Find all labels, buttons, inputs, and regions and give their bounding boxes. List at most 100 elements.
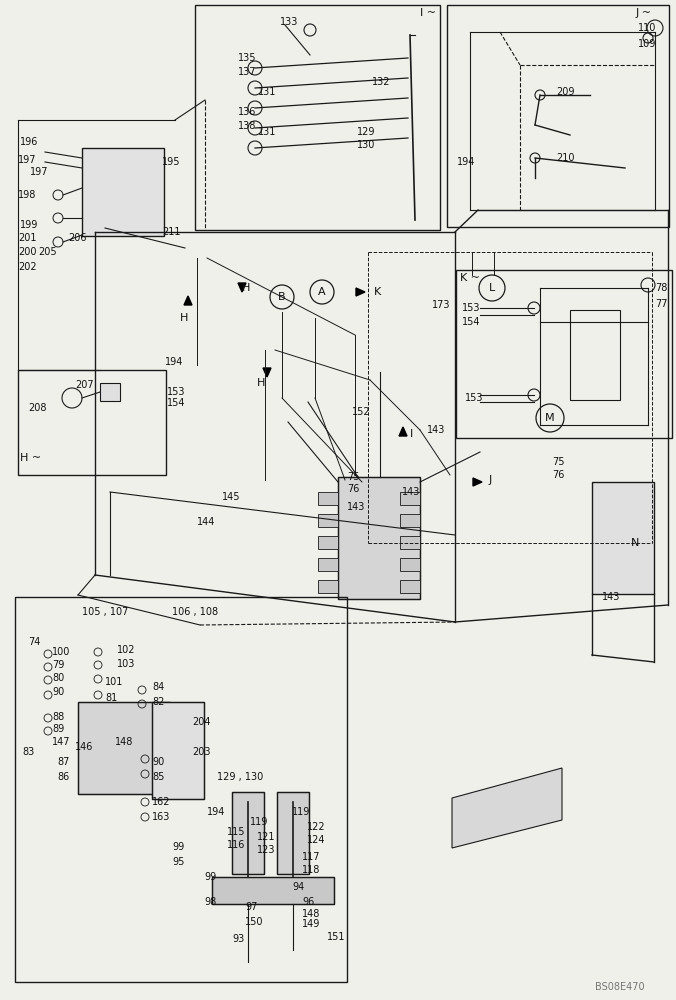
Bar	[570, 310, 620, 400]
Text: 130: 130	[357, 140, 375, 150]
Text: 90: 90	[52, 687, 64, 697]
Text: 153: 153	[167, 387, 185, 397]
Text: A: A	[318, 287, 326, 297]
Text: 163: 163	[152, 812, 170, 822]
Text: 88: 88	[52, 712, 64, 722]
Bar	[78, 702, 170, 794]
Text: K: K	[374, 287, 381, 297]
Text: 101: 101	[105, 677, 124, 687]
Text: 143: 143	[602, 592, 621, 602]
Text: 137: 137	[238, 67, 256, 77]
Text: 147: 147	[52, 737, 70, 747]
Bar	[82, 148, 164, 236]
Text: L: L	[489, 283, 495, 293]
Bar	[338, 477, 420, 599]
Text: 87: 87	[57, 757, 70, 767]
Text: 82: 82	[152, 697, 164, 707]
Text: 207: 207	[75, 380, 93, 390]
Text: K ~: K ~	[460, 273, 480, 283]
Text: 136: 136	[238, 107, 256, 117]
Text: H: H	[242, 283, 250, 293]
Text: 199: 199	[20, 220, 39, 230]
Text: 162: 162	[152, 797, 170, 807]
Text: 194: 194	[207, 807, 225, 817]
Text: 135: 135	[238, 53, 256, 63]
Bar	[318, 580, 338, 593]
Text: 131: 131	[258, 127, 276, 137]
Text: 143: 143	[347, 502, 365, 512]
Text: H ~: H ~	[20, 453, 41, 463]
Text: 102: 102	[117, 645, 135, 655]
Polygon shape	[263, 368, 271, 377]
Text: 105 , 107: 105 , 107	[82, 607, 128, 617]
Text: 119: 119	[292, 807, 310, 817]
Text: 211: 211	[162, 227, 180, 237]
Text: B: B	[279, 292, 286, 302]
Polygon shape	[399, 427, 407, 436]
Text: 85: 85	[152, 772, 164, 782]
Text: 119: 119	[250, 817, 268, 827]
Bar	[400, 536, 420, 549]
Bar	[212, 877, 334, 904]
Text: 115: 115	[227, 827, 245, 837]
Bar	[18, 370, 166, 475]
Text: 117: 117	[302, 852, 320, 862]
Text: 124: 124	[307, 835, 326, 845]
Text: 89: 89	[52, 724, 64, 734]
Text: 205: 205	[38, 247, 57, 257]
Text: 116: 116	[227, 840, 245, 850]
Text: 78: 78	[655, 283, 667, 293]
Text: 153: 153	[462, 303, 481, 313]
Bar	[152, 702, 204, 799]
Text: M: M	[545, 413, 555, 423]
Text: J ~: J ~	[636, 8, 652, 18]
Text: 151: 151	[327, 932, 345, 942]
Text: 76: 76	[347, 484, 360, 494]
Text: 122: 122	[307, 822, 326, 832]
Text: 95: 95	[172, 857, 185, 867]
Text: 90: 90	[152, 757, 164, 767]
Text: 103: 103	[117, 659, 135, 669]
Text: 129 , 130: 129 , 130	[217, 772, 263, 782]
Text: 197: 197	[18, 155, 37, 165]
Bar	[277, 792, 309, 874]
Text: 153: 153	[465, 393, 483, 403]
Text: 84: 84	[152, 682, 164, 692]
Text: 194: 194	[457, 157, 475, 167]
Bar	[212, 877, 334, 904]
Text: 195: 195	[162, 157, 180, 167]
Bar	[100, 383, 120, 401]
Bar	[318, 558, 338, 571]
Bar	[195, 5, 440, 230]
Text: 152: 152	[352, 407, 370, 417]
Text: 150: 150	[245, 917, 264, 927]
Text: 86: 86	[57, 772, 69, 782]
Bar	[400, 514, 420, 527]
Bar	[15, 597, 347, 982]
Text: I ~: I ~	[420, 8, 436, 18]
Text: H: H	[257, 378, 266, 388]
Text: J: J	[489, 475, 492, 485]
Polygon shape	[184, 296, 192, 305]
Text: 198: 198	[18, 190, 37, 200]
Text: 118: 118	[302, 865, 320, 875]
Bar	[232, 792, 264, 874]
Text: 94: 94	[292, 882, 304, 892]
Text: 202: 202	[18, 262, 37, 272]
Bar	[400, 580, 420, 593]
Bar	[400, 558, 420, 571]
Text: 204: 204	[192, 717, 210, 727]
Text: 110: 110	[638, 23, 656, 33]
Text: 196: 196	[20, 137, 39, 147]
Text: 201: 201	[18, 233, 37, 243]
Text: 138: 138	[238, 121, 256, 131]
Text: 76: 76	[552, 470, 564, 480]
Text: 96: 96	[302, 897, 314, 907]
Text: 77: 77	[655, 299, 667, 309]
Bar	[338, 477, 420, 599]
Text: 194: 194	[165, 357, 183, 367]
Text: 200: 200	[18, 247, 37, 257]
Text: 75: 75	[552, 457, 564, 467]
Text: 74: 74	[28, 637, 41, 647]
Text: 79: 79	[52, 660, 64, 670]
